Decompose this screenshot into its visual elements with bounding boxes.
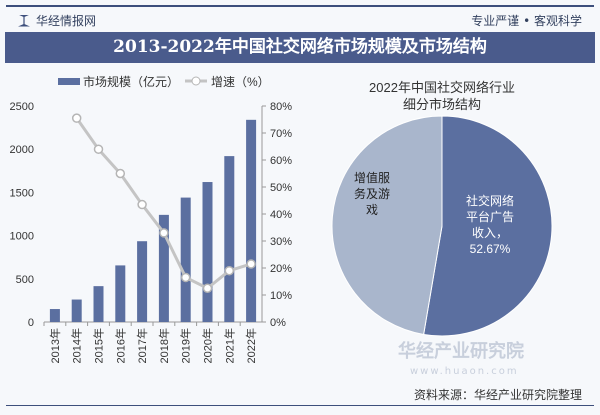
right-y-tick-label: 70% <box>270 128 292 140</box>
slogan: 专业严谨 • 客观科学 <box>471 14 582 28</box>
watermark-url: www.huaon.com <box>410 366 519 377</box>
right-y-tick-label: 40% <box>270 209 292 221</box>
bar-2021年 <box>224 156 235 322</box>
bar-2014年 <box>71 299 82 322</box>
bar-2016年 <box>115 265 126 322</box>
right-y-tick-label: 30% <box>270 236 292 248</box>
x-tick-label: 2018年 <box>157 328 171 363</box>
x-tick-label: 2020年 <box>201 328 215 363</box>
growth-point <box>202 283 213 293</box>
left-y-tick-label: 1500 <box>10 187 34 199</box>
right-y-tick-label: 0% <box>270 317 286 329</box>
x-tick-label: 2019年 <box>179 328 193 363</box>
growth-point <box>224 265 235 276</box>
left-y-tick-label: 2500 <box>10 101 34 113</box>
legend-bar-swatch <box>58 78 80 85</box>
right-y-tick-label: 20% <box>270 263 292 275</box>
right-y-tick-label: 50% <box>270 182 292 194</box>
bar-2017年 <box>137 241 148 322</box>
pie-data-label: 社交网络平台广告收入， 52.67% <box>466 193 514 256</box>
x-tick-label: 2017年 <box>135 328 149 363</box>
bar-2013年 <box>49 309 60 322</box>
growth-point <box>71 113 82 123</box>
page-title: 2013-2022年中国社交网络市场规模及市场结构 <box>5 32 595 63</box>
x-tick-label: 2022年 <box>244 328 258 363</box>
watermark: 华经产业研究院 <box>398 341 524 362</box>
x-tick-label: 2021年 <box>222 328 236 363</box>
top-divider <box>6 5 594 7</box>
bar-2022年 <box>246 119 257 322</box>
brand-name: 华经情报网 <box>36 14 97 28</box>
left-y-tick-label: 0 <box>28 317 34 329</box>
growth-point <box>115 168 126 179</box>
pie-title-line2: 细分市场结构 <box>403 97 481 112</box>
bottom-divider <box>6 405 594 406</box>
pie-slice-advertising <box>423 115 553 337</box>
x-tick-label: 2014年 <box>70 328 84 363</box>
bar-2015年 <box>93 286 104 322</box>
growth-point <box>180 272 191 283</box>
x-tick-label: 2016年 <box>113 328 127 363</box>
left-y-tick-label: 1000 <box>10 231 34 243</box>
legend-line-label: 增速（%） <box>211 75 270 89</box>
bar-2019年 <box>180 197 191 322</box>
brand: 华经情报网 <box>18 12 96 29</box>
pie-title: 2022年中国社交网络行业 <box>369 80 515 95</box>
right-y-tick-label: 80% <box>270 101 292 113</box>
left-y-tick-label: 500 <box>16 274 34 286</box>
growth-point <box>159 228 169 238</box>
growth-point <box>93 144 104 154</box>
right-y-tick-label: 10% <box>270 290 292 302</box>
x-tick-label: 2013年 <box>48 328 62 363</box>
growth-point <box>246 259 256 269</box>
bar-2018年 <box>158 214 169 322</box>
legend-bar-label: 市场规模（亿元） <box>83 74 179 89</box>
bar-2020年 <box>202 182 213 322</box>
pie-data-label: 增值服务及游戏 <box>354 170 390 217</box>
legend-line-marker <box>191 76 201 86</box>
growth-point <box>137 199 147 210</box>
x-tick-label: 2015年 <box>92 328 106 363</box>
pie-slice-value-added <box>331 115 443 336</box>
source-note: 资料来源：华经产业研究院整理 <box>413 388 582 402</box>
right-y-tick-label: 60% <box>270 155 292 167</box>
left-y-tick-label: 2000 <box>10 144 34 156</box>
